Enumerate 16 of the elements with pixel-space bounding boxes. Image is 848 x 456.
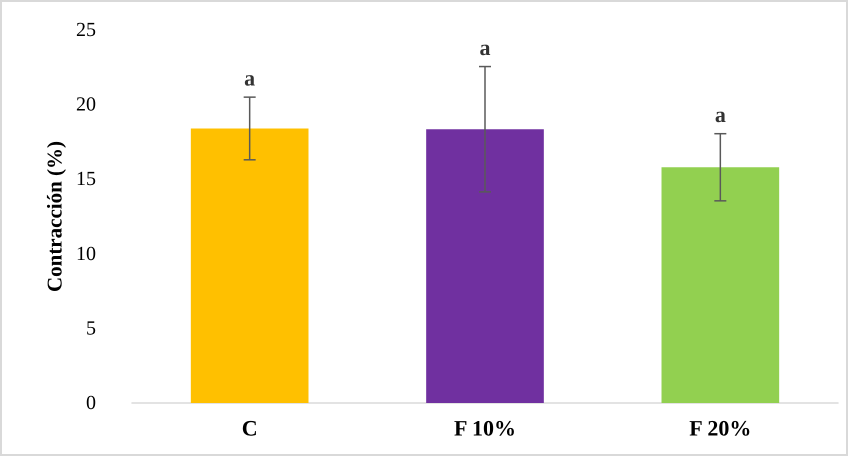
- y-tick-label: 15: [76, 168, 96, 190]
- x-tick-label: C: [242, 416, 258, 440]
- bar: [190, 128, 308, 403]
- y-tick-label: 0: [86, 392, 96, 414]
- annotation: a: [244, 66, 256, 91]
- bar: [426, 129, 544, 403]
- x-tick-label: F 20%: [689, 416, 752, 440]
- annotation: a: [714, 102, 726, 128]
- x-tick-label: F 10%: [454, 416, 516, 440]
- y-tick-label: 5: [86, 317, 96, 340]
- y-axis-title: Contracción (%): [42, 140, 67, 292]
- annotation: a: [480, 35, 490, 60]
- y-tick-label: 20: [76, 94, 96, 116]
- y-tick-label: 10: [76, 242, 96, 265]
- y-tick-label: 25: [76, 19, 96, 41]
- bar: [662, 167, 780, 403]
